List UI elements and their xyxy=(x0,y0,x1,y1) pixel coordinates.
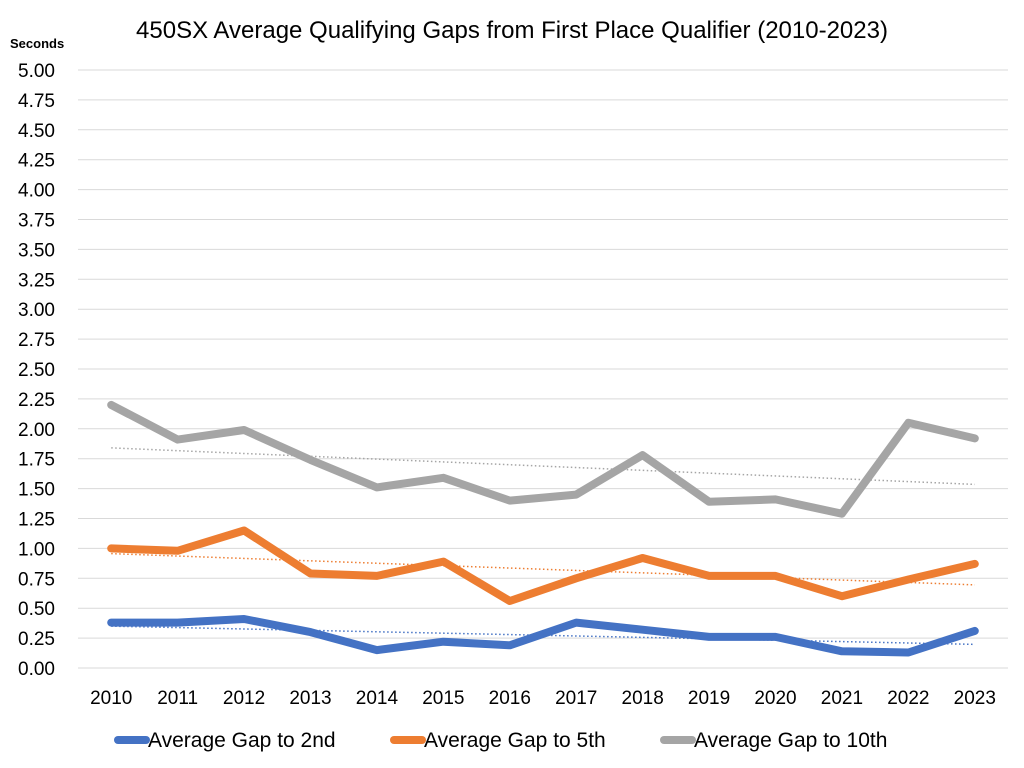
legend-label-2: Average Gap to 5th xyxy=(424,729,606,752)
series-line-3 xyxy=(107,400,979,518)
x-axis-ticks: 2010 2011 2012 2013 2014 2015 2016 2017 2018 2019… xyxy=(90,688,996,709)
x-tick-label: 2021 xyxy=(821,688,863,709)
data-point xyxy=(509,500,511,502)
x-tick-label: 2020 xyxy=(754,688,796,709)
y-tick-label: 2.50 xyxy=(18,360,55,381)
data-point xyxy=(775,575,776,577)
y-tick-label: 2.25 xyxy=(18,390,55,411)
y-tick-label: 1.00 xyxy=(18,539,55,560)
x-tick-label: 2011 xyxy=(157,688,198,709)
data-point xyxy=(509,644,511,646)
data-point xyxy=(442,477,444,479)
y-tick-label: 3.25 xyxy=(18,270,55,291)
x-tick-label: 2016 xyxy=(489,688,531,709)
y-tick-label: 1.50 xyxy=(18,480,55,501)
data-point xyxy=(841,650,843,652)
data-point xyxy=(110,547,112,549)
data-point xyxy=(642,629,644,631)
data-point xyxy=(243,429,245,431)
trendline-series-3 xyxy=(111,447,975,486)
data-point xyxy=(907,651,909,653)
x-tick-label: 2018 xyxy=(622,688,664,709)
data-point xyxy=(974,630,976,632)
legend-label-1: Average Gap to 2nd xyxy=(148,729,336,752)
y-tick-label: 4.75 xyxy=(18,91,55,112)
legend: Average Gap to 2nd Average Gap to 5th Aver… xyxy=(114,729,887,752)
data-point xyxy=(708,636,710,638)
x-tick-label: 2014 xyxy=(356,688,399,709)
y-tick-label: 3.00 xyxy=(18,300,55,321)
data-point xyxy=(376,649,378,651)
data-point xyxy=(442,641,444,643)
y-tick-label: 0.25 xyxy=(18,629,55,650)
y-tick-label: 5.00 xyxy=(18,61,55,82)
y-tick-label: 0.50 xyxy=(18,599,55,620)
y-tick-label: 1.25 xyxy=(18,510,55,531)
series-line-2 xyxy=(107,526,979,605)
data-point xyxy=(310,573,311,575)
y-axis-ticks: 0.00 0.25 0.50 0.75 1.00 1.25 1.50 1.75 2.00 2.25… xyxy=(18,61,55,680)
data-point xyxy=(775,498,776,500)
data-point xyxy=(642,557,644,559)
data-point xyxy=(376,486,378,488)
data-point xyxy=(575,494,577,496)
data-point xyxy=(177,550,179,552)
legend-label-3: Average Gap to 10th xyxy=(694,729,887,752)
series-lines xyxy=(107,400,979,657)
data-point xyxy=(177,622,179,624)
x-tick-label: 2022 xyxy=(887,688,929,709)
x-tick-label: 2017 xyxy=(555,688,597,709)
data-point xyxy=(974,437,976,439)
data-point xyxy=(310,631,311,633)
data-point xyxy=(907,578,909,580)
y-tick-label: 2.00 xyxy=(18,420,55,441)
y-tick-label: 1.75 xyxy=(18,450,55,471)
chart-title: 450SX Average Qualifying Gaps from First… xyxy=(136,17,888,44)
y-tick-label: 3.50 xyxy=(18,240,55,261)
y-axis-label: Seconds xyxy=(10,36,64,51)
data-point xyxy=(376,575,378,577)
data-point xyxy=(509,600,511,602)
data-point xyxy=(243,529,245,531)
x-tick-label: 2012 xyxy=(223,688,265,709)
data-point xyxy=(110,404,112,406)
data-point xyxy=(243,618,245,620)
data-point xyxy=(974,563,976,565)
x-tick-label: 2015 xyxy=(422,688,464,709)
data-point xyxy=(575,622,577,624)
x-tick-label: 2019 xyxy=(688,688,730,709)
y-tick-label: 3.75 xyxy=(18,211,55,232)
y-tick-label: 4.00 xyxy=(18,181,55,202)
y-tick-label: 0.75 xyxy=(18,569,55,590)
x-tick-label: 2023 xyxy=(954,688,996,709)
y-tick-label: 0.00 xyxy=(18,659,55,680)
y-tick-label: 4.25 xyxy=(18,151,55,172)
data-point xyxy=(841,595,843,597)
data-point xyxy=(708,575,710,577)
data-point xyxy=(110,622,112,624)
data-point xyxy=(907,422,909,424)
data-point xyxy=(775,636,776,638)
series-line-1 xyxy=(107,615,979,657)
data-point xyxy=(310,459,311,461)
y-tick-label: 2.75 xyxy=(18,330,55,351)
data-point xyxy=(442,561,444,563)
data-point xyxy=(575,577,577,579)
data-point xyxy=(841,513,843,515)
data-point xyxy=(708,501,710,503)
trendline-series-2 xyxy=(111,552,975,586)
y-tick-label: 4.50 xyxy=(18,121,55,142)
trendlines xyxy=(111,447,975,646)
data-point xyxy=(177,439,179,441)
data-point xyxy=(642,454,644,456)
x-tick-label: 2010 xyxy=(90,688,132,709)
x-tick-label: 2013 xyxy=(289,688,331,709)
gridlines xyxy=(78,69,1008,669)
